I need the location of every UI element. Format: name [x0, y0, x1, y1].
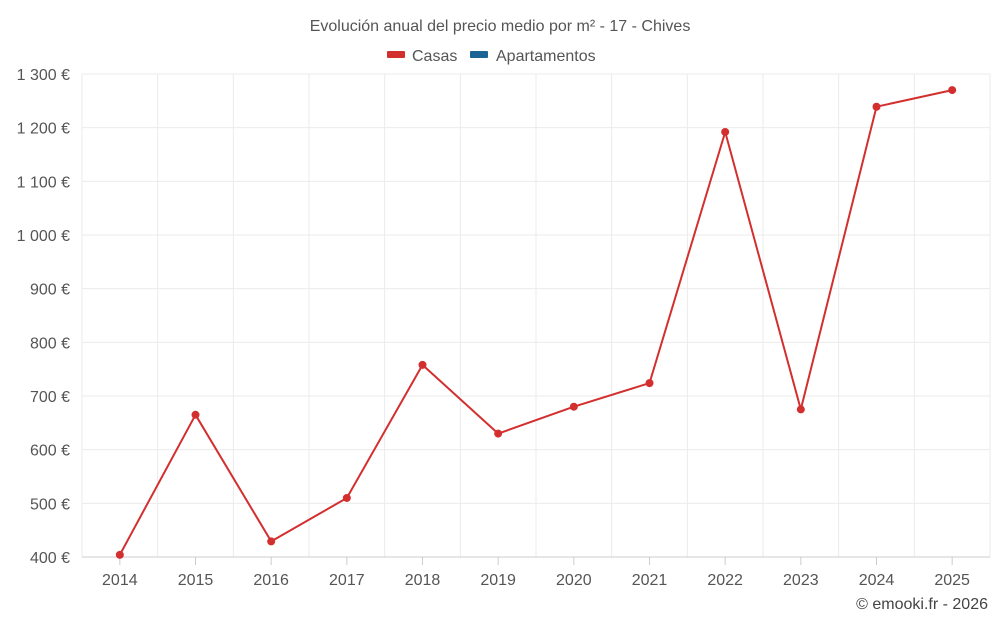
- x-tick-label: 2015: [178, 572, 214, 589]
- x-tick-label: 2018: [405, 572, 441, 589]
- data-point-casas[interactable]: [418, 360, 427, 369]
- legend-swatch-apartamentos: [470, 51, 488, 58]
- data-point-casas[interactable]: [494, 429, 503, 438]
- x-tick-label: 2023: [783, 572, 819, 589]
- x-tick-label: 2025: [934, 572, 970, 589]
- grid: [81, 73, 991, 557]
- x-tick-label: 2014: [102, 572, 138, 589]
- legend-swatch-casas: [387, 51, 405, 58]
- y-tick-label: 1 200 €: [17, 121, 70, 138]
- y-tick-label: 1 000 €: [17, 228, 70, 245]
- x-tick-label: 2020: [556, 572, 592, 589]
- data-point-casas[interactable]: [115, 550, 124, 559]
- axes: 400 € 500 € 600 € 700 € 800 € 900 € 1 000 € 1 1…: [17, 67, 990, 589]
- data-point-casas[interactable]: [948, 86, 957, 95]
- x-tick-label: 2022: [707, 572, 743, 589]
- data-point-casas[interactable]: [267, 537, 276, 546]
- y-tick-label: 1 100 €: [17, 174, 70, 191]
- y-tick-label: 600 €: [30, 443, 70, 460]
- y-tick-label: 400 €: [30, 550, 70, 567]
- series-casas: [115, 86, 957, 559]
- data-point-casas[interactable]: [569, 402, 578, 411]
- y-tick-label: 800 €: [30, 335, 70, 352]
- data-point-casas[interactable]: [342, 493, 351, 502]
- y-tick-label: 500 €: [30, 496, 70, 513]
- x-tick-label: 2019: [480, 572, 516, 589]
- legend-label-casas: Casas: [412, 48, 457, 65]
- x-tick-label: 2024: [859, 572, 895, 589]
- y-tick-label: 700 €: [30, 389, 70, 406]
- data-point-casas[interactable]: [796, 405, 805, 414]
- y-tick-label: 1 300 €: [17, 67, 70, 84]
- series-line-casas: [118, 89, 953, 556]
- x-tick-label: 2016: [253, 572, 289, 589]
- legend-item-apartamentos[interactable]: Apartamentos: [470, 48, 596, 65]
- data-point-casas[interactable]: [645, 379, 654, 388]
- legend: Casas Apartamentos: [387, 48, 596, 65]
- credit-text: © emooki.fr - 2026: [856, 596, 988, 613]
- data-point-casas[interactable]: [191, 410, 200, 419]
- y-tick-label: 900 €: [30, 282, 70, 299]
- legend-label-apartamentos: Apartamentos: [496, 48, 596, 65]
- legend-item-casas[interactable]: Casas: [387, 48, 457, 65]
- data-point-casas[interactable]: [872, 102, 881, 111]
- x-tick-label: 2017: [329, 572, 365, 589]
- chart-title: Evolución anual del precio medio por m² …: [310, 18, 691, 35]
- data-point-casas[interactable]: [721, 127, 730, 136]
- x-tick-label: 2021: [632, 572, 668, 589]
